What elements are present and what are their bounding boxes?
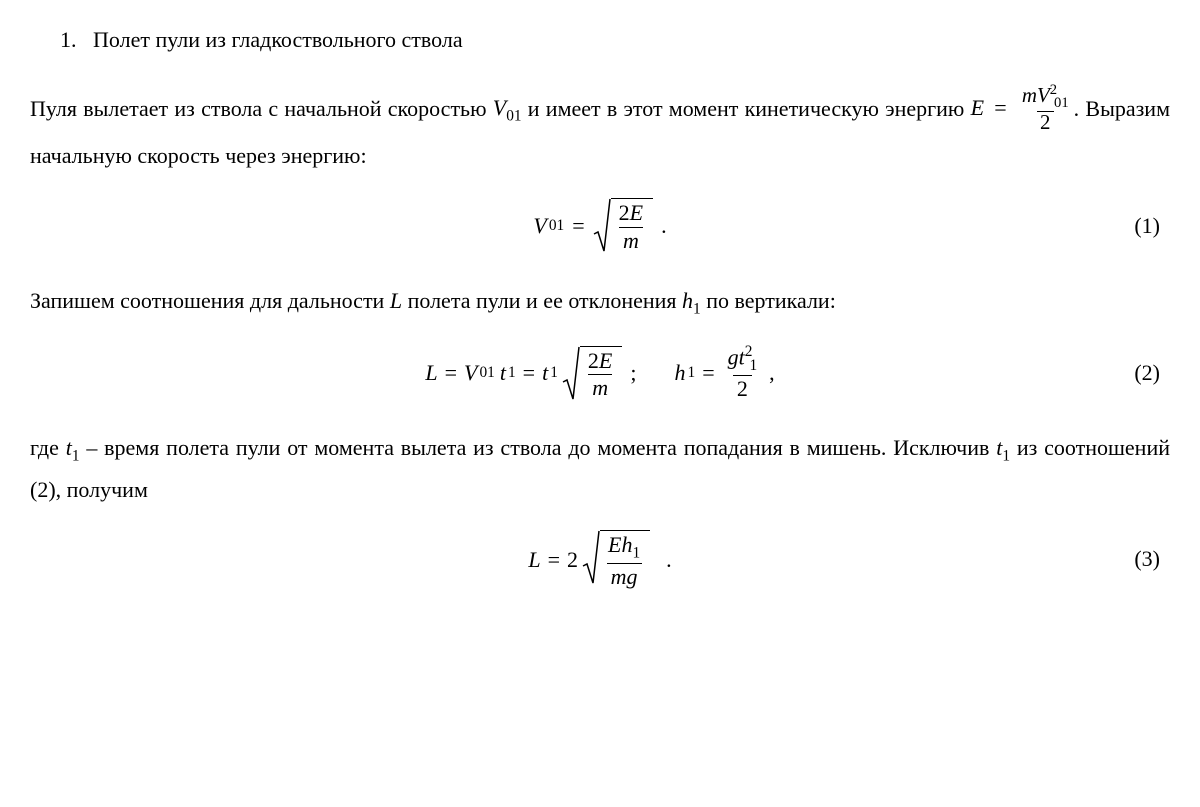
section-heading: 1. Полет пули из гладкоствольного ствола	[60, 20, 1170, 60]
p1-text-2: и имеет в этот момент кинетическую энерг…	[522, 95, 971, 120]
equation-3-row: L = 2 Eh1 mg . (3)	[30, 524, 1170, 594]
eq2-comma: ,	[769, 353, 775, 393]
eq1-e: E	[630, 200, 643, 225]
eq2-t1a: t	[500, 353, 506, 393]
eq3-sqrt: Eh1 mg	[582, 530, 650, 590]
eq2-l: L	[425, 353, 437, 393]
eq3-den: mg	[607, 563, 642, 589]
eq1-v-sub: 01	[549, 212, 564, 240]
eq2-frac2: gt21 2	[724, 344, 762, 402]
equation-1-row: V01 = 2E m . (1)	[30, 191, 1170, 261]
equation-2-number: (2)	[1134, 353, 1160, 393]
var-m: m	[1022, 83, 1037, 107]
p3-tsub-b: 1	[1002, 447, 1010, 464]
eq2-vsub: 01	[479, 359, 494, 387]
sqrt-icon	[582, 530, 600, 584]
p3-text-1: где	[30, 435, 66, 460]
eq3-dot: .	[666, 540, 672, 580]
p2-text-1: Запишем соотношения для дальности	[30, 288, 390, 313]
eq2-num2: 2	[588, 348, 599, 373]
eq2-sqrt: 2E m	[562, 346, 622, 400]
sub-1: 1	[693, 300, 701, 317]
eq2-eq1: =	[445, 353, 457, 393]
denom-2: 2	[1037, 111, 1053, 134]
equation-3: L = 2 Eh1 mg .	[528, 530, 671, 590]
eq2-v: V	[464, 353, 477, 393]
eq2-h: h	[675, 353, 686, 393]
symbol-t1-b: t1	[996, 435, 1010, 460]
eq1-dot: .	[661, 206, 667, 246]
var-l: L	[390, 288, 402, 313]
sub-01: 01	[506, 108, 521, 125]
eq2-eq2: =	[523, 353, 535, 393]
eq3-e: E	[608, 532, 621, 557]
eq3-hsub: 1	[632, 544, 640, 561]
equation-3-number: (3)	[1134, 540, 1160, 580]
eq2-g: g	[728, 344, 739, 369]
eq2-t1b-sub: 1	[550, 359, 558, 387]
equals-sign: =	[994, 95, 1006, 120]
var-e: E	[971, 95, 984, 120]
p2-text-3: по вертикали:	[701, 288, 836, 313]
p1-text-1: Пуля вылетает из ствола с начальной скор…	[30, 95, 493, 120]
p2-text-2: полета пули и ее отклонения	[402, 288, 682, 313]
p3-text-2: – время полета пули от момента вылета из…	[80, 435, 997, 460]
var-h: h	[682, 288, 693, 313]
eq2-den1: m	[588, 374, 612, 400]
eq3-eq: =	[548, 540, 560, 580]
heading-title: Полет пули из гладкоствольного ствола	[93, 27, 463, 52]
heading-number: 1.	[60, 27, 77, 52]
fraction-mv2-2: mV201 2	[1019, 83, 1072, 134]
symbol-v01: V01	[493, 95, 522, 120]
p3-tsub-a: 1	[72, 447, 80, 464]
eq1-frac: 2E m	[615, 201, 647, 252]
equation-2-row: L = V01 t1 = t1 2E m ; h1 = gt21 2 , (2)	[30, 338, 1170, 408]
eq1-sqrt: 2E m	[593, 198, 653, 252]
eq3-l: L	[528, 540, 540, 580]
symbol-h1: h1	[682, 288, 701, 313]
eq2-semi: ;	[630, 353, 636, 393]
eq2-e: E	[599, 348, 612, 373]
inline-energy-eq: E = mV201 2	[971, 95, 1074, 120]
eq3-frac: Eh1 mg	[604, 533, 644, 590]
equation-2: L = V01 t1 = t1 2E m ; h1 = gt21 2 ,	[425, 344, 774, 402]
eq2-t1a-sub: 1	[508, 359, 516, 387]
sqrt-icon	[593, 198, 611, 252]
eq2-sub1: 1	[749, 357, 757, 374]
paragraph-2: Запишем соотношения для дальности L поле…	[30, 281, 1170, 323]
sub-01-num: 01	[1054, 95, 1069, 111]
eq2-t1b: t	[542, 353, 548, 393]
eq2-h-sub: 1	[688, 359, 696, 387]
var-v-num: V	[1037, 83, 1050, 107]
eq2-frac1: 2E m	[584, 349, 616, 400]
eq1-den: m	[619, 227, 643, 253]
eq3-h: h	[621, 532, 632, 557]
paragraph-3: где t1 – время полета пули от момента вы…	[30, 428, 1170, 510]
equation-1: V01 = 2E m .	[533, 198, 666, 252]
eq3-two: 2	[567, 540, 578, 580]
eq1-num: 2	[619, 200, 630, 225]
sqrt-icon	[562, 346, 580, 400]
symbol-t1-a: t1	[66, 435, 80, 460]
eq1-v: V	[533, 206, 546, 246]
var-v: V	[493, 95, 506, 120]
eq2-den2: 2	[733, 375, 752, 401]
paragraph-1: Пуля вылетает из ствола с начальной скор…	[30, 85, 1170, 176]
eq1-equals: =	[572, 206, 584, 246]
eq2-eq3: =	[702, 353, 714, 393]
equation-1-number: (1)	[1134, 206, 1160, 246]
